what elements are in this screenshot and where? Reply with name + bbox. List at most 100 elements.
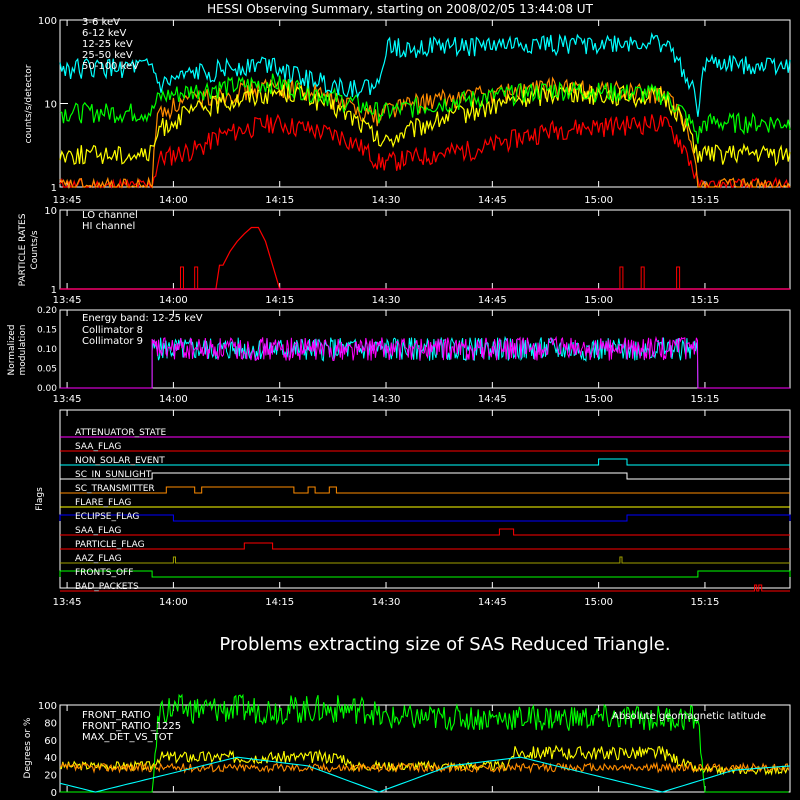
count-rates-legend-4: 50-100 keV — [82, 61, 139, 72]
modulation-ytick-020: 0.20 — [37, 306, 57, 316]
count-rates-ytick-1: 1 — [51, 183, 57, 194]
flags-frame — [59, 409, 791, 589]
flag-line-11 — [60, 584, 790, 592]
count-rates-tick-label-1400: 14:00 — [159, 195, 188, 206]
ratios-ytick-80: 80 — [44, 718, 57, 729]
count-rates-series-3 — [59, 73, 791, 144]
particle-spike-4 — [676, 266, 681, 289]
ratios-frame — [59, 704, 791, 793]
flag-label-6: ECLIPSE_FLAG — [75, 512, 139, 522]
modulation-series-1 — [60, 335, 790, 389]
ratios-series-2 — [59, 761, 790, 774]
modulation-ytick-015: 0.15 — [37, 326, 57, 336]
count-rates-tick-label-1500: 15:00 — [584, 195, 613, 206]
flag-label-7: SAA_FLAG — [75, 526, 121, 536]
ratios-series-0 — [59, 744, 789, 776]
ratios-ytick-60: 60 — [44, 736, 57, 747]
count-rates-series-0 — [59, 113, 790, 190]
ratios-series-1 — [60, 693, 789, 793]
particle-rates-tick-label-1430: 14:30 — [372, 295, 401, 306]
count-rates-series-2 — [59, 82, 791, 167]
count-rates-tick-label-1515: 15:15 — [691, 195, 720, 206]
ratios-ytick-40: 40 — [44, 753, 57, 764]
ratios-ytick-100: 100 — [38, 701, 57, 712]
count-rates-tick-label-1415: 14:15 — [265, 195, 294, 206]
particle-rates-tick-label-1415: 14:15 — [265, 295, 294, 306]
modulation-ylabel2: modulation — [18, 325, 28, 376]
flags-tick-label-1415: 14:15 — [265, 597, 294, 608]
particle-rates-frame — [59, 209, 791, 290]
ratios-ylabel: Degrees or % — [23, 717, 33, 778]
ratios-ytick-20: 20 — [44, 771, 57, 782]
modulation-tick-label-1445: 14:45 — [478, 394, 507, 405]
modulation-tick-label-1345: 13:45 — [53, 394, 82, 405]
particle-spike-2 — [619, 266, 624, 289]
modulation-tick-label-1400: 14:00 — [159, 394, 188, 405]
flag-label-8: PARTICLE_FLAG — [75, 540, 145, 550]
modulation-ytick-010: 0.10 — [37, 345, 57, 355]
flag-label-3: SC_IN_SUNLIGHT — [75, 470, 152, 480]
particle-rates-tick-label-1500: 15:00 — [584, 295, 613, 306]
flag-label-4: SC_TRANSMITTER — [75, 484, 155, 494]
modulation-tick-label-1415: 14:15 — [265, 394, 294, 405]
flag-label-0: ATTENUATOR_STATE — [75, 428, 167, 438]
flag-line-6 — [59, 514, 791, 522]
particle-spike-0 — [179, 266, 184, 289]
flag-line-9 — [60, 556, 790, 564]
modulation-tick-label-1430: 14:30 — [372, 394, 401, 405]
flag-label-1: SAA_FLAG — [75, 442, 121, 452]
flags-tick-label-1400: 14:00 — [159, 597, 188, 608]
ratios-annotation: Absolute geomagnetic latitude — [612, 711, 766, 722]
particle-rates-legend-1: HI channel — [82, 221, 135, 232]
flag-line-3 — [60, 472, 790, 480]
particle-rates-ytick-10: 10 — [44, 206, 57, 217]
particle-rates-tick-label-1400: 14:00 — [159, 295, 188, 306]
count-rates-tick-label-1345: 13:45 — [53, 195, 82, 206]
count-rates-frame — [59, 19, 791, 188]
flag-line-7 — [60, 528, 790, 536]
count-rates-tick-label-1445: 14:45 — [478, 195, 507, 206]
flags-tick-label-1500: 15:00 — [584, 597, 613, 608]
chart-title: HESSI Observing Summary, starting on 200… — [207, 2, 593, 16]
particle-rates-legend-0: LO channel — [82, 210, 138, 221]
count-rates-ytick-100: 100 — [38, 16, 57, 27]
particle-spike-3 — [640, 266, 645, 289]
count-rates-legend-1: 6-12 keV — [82, 28, 126, 39]
modulation-ytick-000: 0.00 — [37, 384, 57, 394]
count-rates-legend-0: 3-6 keV — [82, 17, 120, 28]
modulation-legend-0: Collimator 8 — [82, 325, 143, 336]
count-rates-series-4 — [59, 31, 791, 117]
particle-rates-ylabel2: Counts/s — [30, 230, 40, 269]
flags-ylabel: Flags — [35, 487, 45, 511]
ratios-series-3 — [59, 756, 791, 793]
flag-label-5: FLARE_FLAG — [75, 498, 131, 508]
flag-line-8 — [60, 542, 790, 550]
ratios-legend-0: FRONT_RATIO — [82, 710, 151, 721]
flags-tick-label-1345: 13:45 — [53, 597, 82, 608]
particle-rates-tick-label-1345: 13:45 — [53, 295, 82, 306]
particle-rates-series-0 — [60, 226, 790, 290]
flag-label-9: AAZ_FLAG — [75, 554, 122, 564]
flag-label-11: BAD_PACKETS — [75, 582, 139, 592]
flag-label-10: FRONTS_OFF — [75, 568, 133, 578]
count-rates-tick-label-1430: 14:30 — [372, 195, 401, 206]
particle-rates-tick-label-1515: 15:15 — [691, 295, 720, 306]
particle-spike-1 — [194, 266, 199, 289]
modulation-ytick-005: 0.05 — [37, 365, 57, 375]
particle-rates-tick-label-1445: 14:45 — [478, 295, 507, 306]
flags-tick-label-1515: 15:15 — [691, 597, 720, 608]
particle-rates-ytick-1: 1 — [51, 285, 57, 296]
modulation-frame — [59, 309, 791, 389]
flag-label-2: NON_SOLAR_EVENT — [75, 456, 165, 466]
count-rates-ylabel: counts/s/detector — [24, 64, 34, 143]
ratios-legend-2: MAX_DET_VS_TOT — [82, 732, 174, 743]
flag-line-10 — [59, 570, 791, 578]
modulation-annotation: Energy band: 12-25 keV — [82, 313, 203, 324]
modulation-legend-1: Collimator 9 — [82, 336, 143, 347]
count-rates-legend-3: 25-50 keV — [82, 50, 133, 61]
flag-line-4 — [60, 486, 790, 494]
ratios-legend-1: FRONT_RATIO_1225 — [82, 721, 181, 732]
count-rates-legend-2: 12-25 keV — [82, 39, 133, 50]
flags-tick-label-1430: 14:30 — [372, 597, 401, 608]
